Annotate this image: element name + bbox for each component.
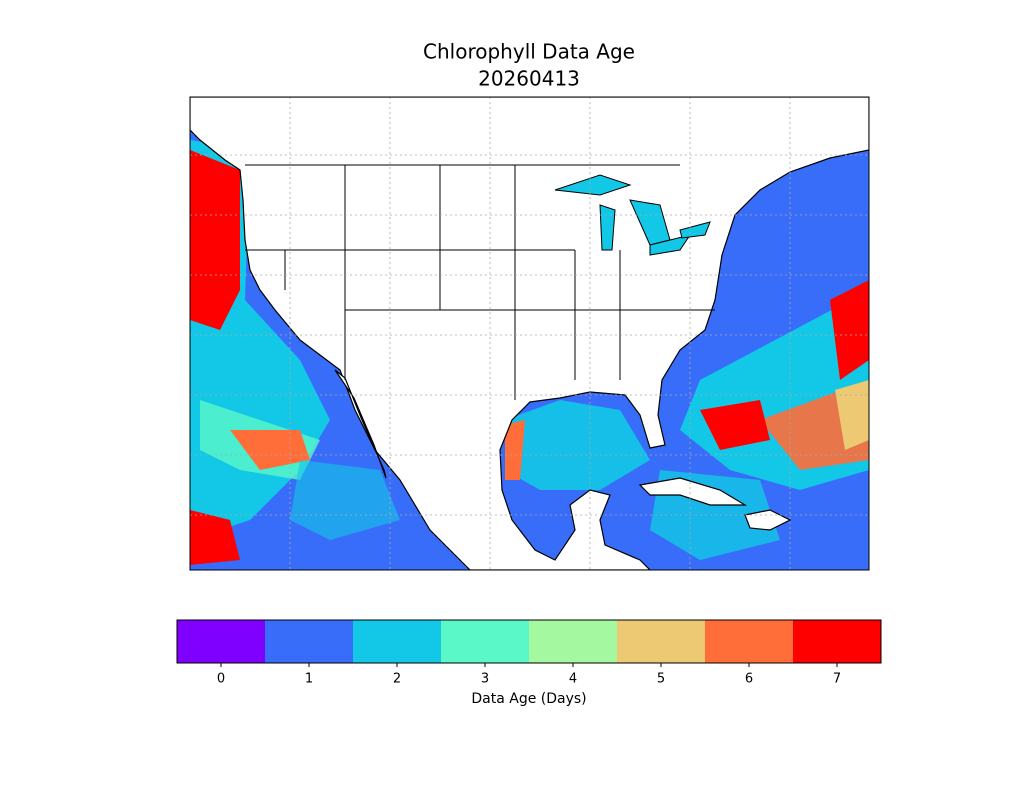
colorbar-tick-label: 4 [569, 672, 577, 687]
map-date: 20260413 [478, 67, 580, 91]
colorbar-tick-label: 2 [393, 672, 401, 687]
graticule [190, 97, 869, 570]
colorbar-tick-label: 6 [745, 672, 753, 687]
great-lakes [554, 174, 711, 256]
colorbar-tick-label: 0 [217, 672, 225, 687]
colorbar-label: Data Age (Days) [471, 691, 586, 707]
colorbar-segment [617, 620, 705, 663]
colorbar-segment [441, 620, 529, 663]
map-frame [189, 96, 870, 571]
colorbar-tick-label: 1 [305, 672, 313, 687]
baja [334, 369, 387, 479]
state-borders [245, 164, 715, 400]
colorbar-tick-label: 7 [833, 672, 841, 687]
land [190, 97, 869, 570]
colorbar-segment [177, 620, 265, 663]
colorbar: 0 1 2 3 4 5 6 7 [176, 619, 882, 687]
cuba [638, 477, 748, 506]
colorbar-segment [705, 620, 793, 663]
colorbar-segment [793, 620, 881, 663]
colorbar-tick-label: 5 [657, 672, 665, 687]
colorbar-segment [529, 620, 617, 663]
map [189, 96, 870, 571]
colorbar-tick-label: 3 [481, 672, 489, 687]
colorbar-segment [353, 620, 441, 663]
colorbar-frame [176, 619, 882, 664]
colorbar-segment [265, 620, 353, 663]
map-title: Chlorophyll Data Age [423, 40, 635, 64]
